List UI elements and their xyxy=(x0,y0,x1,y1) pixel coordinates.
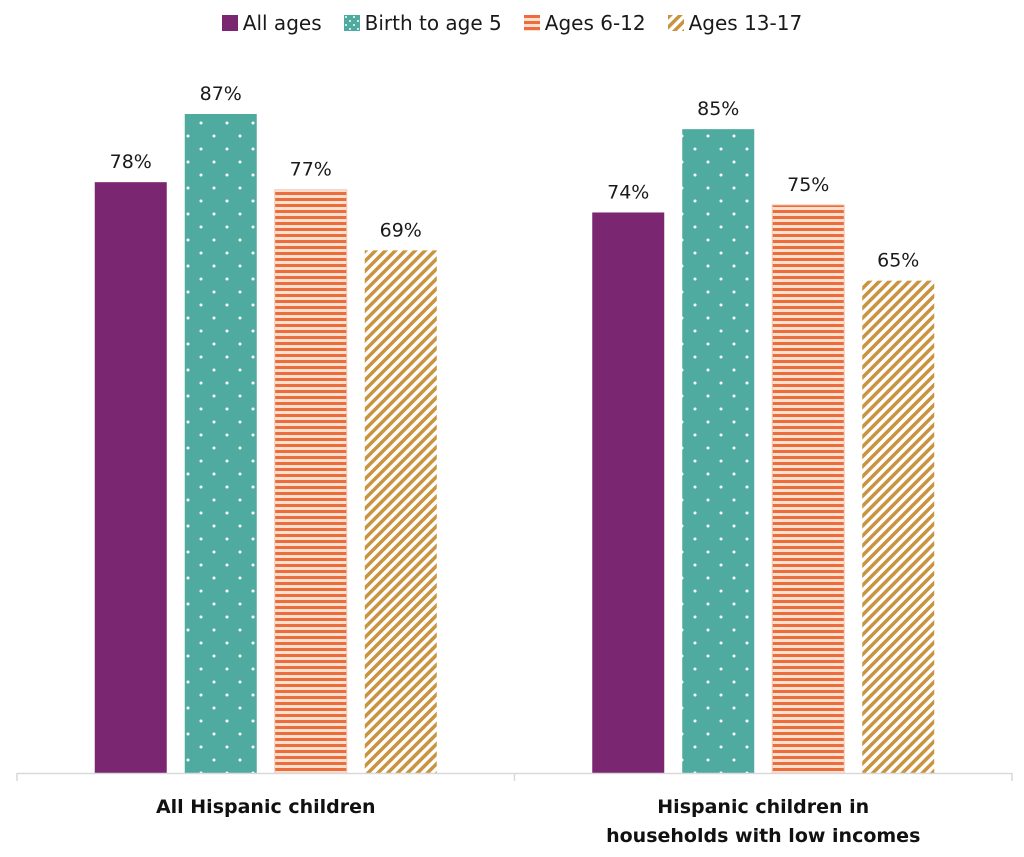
legend-swatch xyxy=(343,15,360,31)
data-label-all-ages-hispanic-children-in-households-with-low-incomes: 74% xyxy=(607,181,649,203)
bar-birth-to-age-5-hispanic-children-in-households-with-low-incomes xyxy=(682,129,755,774)
data-label-ages-13-17-hispanic-children-in-households-with-low-incomes: 65% xyxy=(877,250,919,272)
legend-swatch xyxy=(523,15,540,31)
category-label-all-hispanic-children: All Hispanic children xyxy=(155,796,376,818)
legend-label: All ages xyxy=(242,11,322,35)
bar-ages-13-17-hispanic-children-in-households-with-low-incomes xyxy=(862,280,935,773)
legend-swatch xyxy=(221,15,238,31)
legend-label: Ages 6-12 xyxy=(544,11,646,35)
bar-all-ages-hispanic-children-in-households-with-low-incomes xyxy=(592,212,665,774)
bar-all-ages-all-hispanic-children xyxy=(94,182,167,773)
legend-label: Ages 13-17 xyxy=(688,11,803,35)
data-label-ages-6-12-all-hispanic-children: 77% xyxy=(290,159,332,181)
data-label-birth-to-age-5-all-hispanic-children: 87% xyxy=(200,83,242,105)
legend-item-birth-to-age-5: Birth to age 5 xyxy=(343,11,502,35)
bar-ages-6-12-hispanic-children-in-households-with-low-incomes xyxy=(771,204,845,774)
category-label-hispanic-children-in-households-with-low-incomes: Hispanic children in households with low … xyxy=(606,796,921,847)
bar-ages-6-12-all-hispanic-children xyxy=(274,189,348,774)
data-label-birth-to-age-5-hispanic-children-in-households-with-low-incomes: 85% xyxy=(697,98,739,120)
legend-swatch xyxy=(667,15,684,31)
chart-legend: All ages Birth to age 5 Ages 6-12 Ages 13-1… xyxy=(0,6,1024,40)
data-label-ages-6-12-hispanic-children-in-households-with-low-incomes: 75% xyxy=(787,174,829,196)
legend-item-ages-13-17: Ages 13-17 xyxy=(667,11,803,35)
legend-label: Birth to age 5 xyxy=(364,11,502,35)
data-label-ages-13-17-all-hispanic-children: 69% xyxy=(380,219,422,241)
data-label-all-ages-all-hispanic-children: 78% xyxy=(110,151,152,173)
bar-birth-to-age-5-all-hispanic-children xyxy=(184,114,257,773)
legend-item-all-ages: All ages xyxy=(221,11,322,35)
legend-item-ages-6-12: Ages 6-12 xyxy=(523,11,646,35)
bar-ages-13-17-all-hispanic-children xyxy=(364,250,437,773)
